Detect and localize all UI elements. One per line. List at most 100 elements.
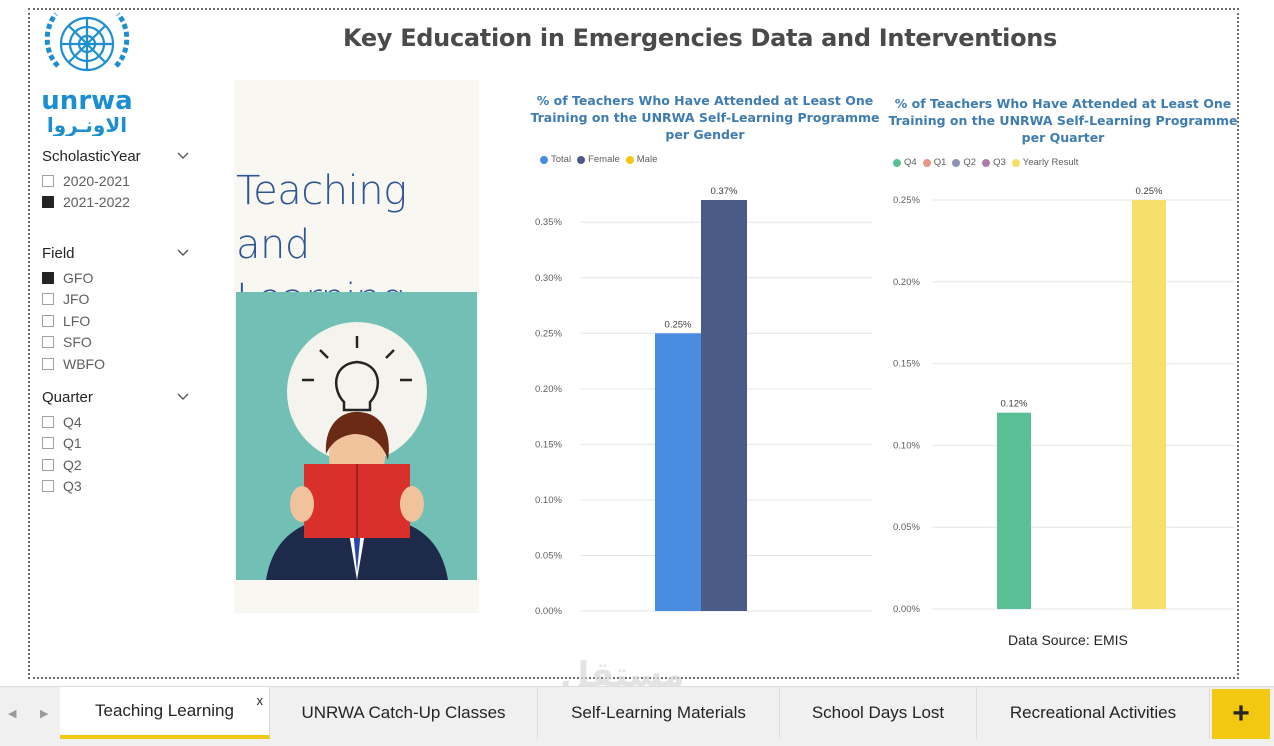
close-tab-icon[interactable]: x [256, 693, 264, 708]
chart-title-line: Training on the UNRWA Self-Learning Prog… [888, 113, 1238, 128]
slicer-option[interactable]: LFO [42, 310, 197, 332]
slicer-option[interactable]: 2021-2022 [42, 192, 197, 214]
tab-recreational-activities[interactable]: Recreational Activities [977, 687, 1210, 739]
data-label: 0.37% [711, 186, 738, 197]
slicer-option[interactable]: Q4 [42, 411, 197, 433]
gender-chart-legend: Total Female Male [540, 154, 663, 165]
slicer-option-label: LFO [63, 312, 91, 329]
legend-swatch [982, 158, 991, 167]
tab-label: UNRWA Catch-Up Classes [301, 703, 506, 722]
legend-label: Q2 [963, 157, 977, 168]
checkbox[interactable] [42, 480, 54, 493]
chevron-down-icon[interactable] [177, 150, 189, 162]
add-page-button[interactable]: + [1212, 689, 1270, 739]
tab-self-learning-materials[interactable]: Self-Learning Materials [538, 687, 780, 739]
unrwa-logo: unrwa الاونـروا [41, 12, 133, 136]
data-source-label: Data Source: EMIS [1008, 632, 1128, 648]
teaching-learning-image: Teaching and Learning [234, 80, 479, 613]
checkbox[interactable] [42, 196, 54, 209]
bar-female[interactable] [701, 200, 747, 611]
bar-yearly-result[interactable] [1132, 200, 1166, 609]
legend-item[interactable]: Yearly Result [1011, 157, 1079, 168]
slicer-option-label: WBFO [63, 355, 105, 372]
slicer-option-label: Q2 [63, 456, 82, 473]
slicer-option[interactable]: GFO [42, 267, 197, 289]
slicer-option[interactable]: JFO [42, 289, 197, 311]
checkbox[interactable] [42, 437, 54, 450]
chevron-down-icon[interactable] [177, 247, 189, 259]
slicer-option-label: Q1 [63, 435, 82, 452]
slicer-option-label: SFO [63, 334, 92, 351]
y-tick-label: 0.00% [535, 606, 562, 617]
chart-title-line: per Gender [665, 127, 745, 142]
tab-label: Self-Learning Materials [571, 703, 746, 722]
legend-item[interactable]: Q3 [982, 157, 1006, 168]
y-tick-label: 0.15% [893, 359, 920, 370]
slicer-option-label: 2021-2022 [63, 194, 130, 211]
slicer-option[interactable]: WBFO [42, 353, 197, 375]
bar-total[interactable] [655, 333, 701, 611]
checkbox[interactable] [42, 174, 54, 187]
legend-item[interactable]: Female [577, 154, 620, 165]
legend-item[interactable]: Q1 [922, 157, 946, 168]
legend-item[interactable]: Male [625, 154, 657, 165]
legend-swatch [577, 155, 586, 164]
next-page-icon[interactable]: ▶ [40, 708, 49, 720]
legend-item[interactable]: Q2 [952, 157, 976, 168]
y-tick-label: 0.35% [535, 217, 562, 228]
checkbox[interactable] [42, 314, 54, 327]
slicer-option-label: JFO [63, 291, 90, 308]
checkbox[interactable] [42, 271, 54, 284]
tab-label: Recreational Activities [1009, 703, 1177, 722]
slicer-option[interactable]: Q2 [42, 454, 197, 476]
legend-swatch [952, 158, 961, 167]
report-canvas-frame [28, 8, 1239, 679]
checkbox[interactable] [42, 336, 54, 349]
slicer-option-label: Q3 [63, 478, 82, 495]
legend-label: Yearly Result [1022, 157, 1079, 168]
bar-q4[interactable] [997, 412, 1031, 609]
tab-unrwa-catch-up-classes[interactable]: UNRWA Catch-Up Classes [270, 687, 538, 739]
data-label: 0.25% [665, 319, 692, 330]
legend-item[interactable]: Total [540, 154, 571, 165]
slicer-quarter: Quarter Q4 Q1 Q2 Q3 [42, 389, 197, 497]
data-label: 0.25% [1136, 186, 1163, 197]
slicer-option[interactable]: 2020-2021 [42, 170, 197, 192]
checkbox[interactable] [42, 415, 54, 428]
tab-label: School Days Lost [811, 703, 945, 722]
slicer-option-label: Q4 [63, 413, 82, 430]
slicer-option[interactable]: Q1 [42, 433, 197, 455]
y-tick-label: 0.30% [535, 273, 562, 284]
chart-title-line: Training on the UNRWA Self-Learning Prog… [530, 110, 880, 125]
quarter-chart-legend: Q4 Q1 Q2 Q3 Yearly Result [893, 157, 1084, 168]
checkbox[interactable] [42, 357, 54, 370]
legend-swatch [1011, 158, 1020, 167]
slicer-header[interactable]: ScholasticYear [42, 148, 197, 170]
slicer-header[interactable]: Quarter [42, 389, 197, 411]
legend-label: Q4 [904, 157, 917, 168]
chart-title-line: % of Teachers Who Have Attended at Least… [536, 93, 874, 108]
tab-school-days-lost[interactable]: School Days Lost [780, 687, 977, 739]
gender-bar-chart: 0.00% 0.05% 0.10% 0.15% 0.20% 0.25% 0.30% 0.35%… [535, 186, 872, 617]
y-tick-label: 0.10% [893, 440, 920, 451]
y-tick-label: 0.20% [893, 277, 920, 288]
slicer-header[interactable]: Field [42, 245, 197, 267]
checkbox[interactable] [42, 293, 54, 306]
y-tick-label: 0.20% [535, 384, 562, 395]
slicer-title: Quarter [42, 389, 93, 406]
slicer-option[interactable]: SFO [42, 332, 197, 354]
checkbox[interactable] [42, 458, 54, 471]
legend-swatch [893, 158, 901, 167]
slicer-title: Field [42, 245, 75, 262]
chart-title-line: per Quarter [1021, 130, 1105, 145]
quarter-chart-title: % of Teachers Who Have Attended at Least… [888, 95, 1238, 146]
chart-title-line: % of Teachers Who Have Attended at Least… [894, 96, 1232, 111]
legend-swatch [922, 158, 931, 167]
tab-teaching-learning[interactable]: Teaching Learning x [60, 687, 270, 739]
chevron-down-icon[interactable] [177, 391, 189, 403]
reading-person-illustration [236, 292, 477, 580]
slicer-option[interactable]: Q3 [42, 476, 197, 498]
legend-item[interactable]: Q4 [893, 157, 917, 168]
prev-page-icon[interactable]: ◀ [8, 708, 17, 720]
slicer-field: Field GFO JFO LFO SFO WBFO [42, 245, 197, 375]
